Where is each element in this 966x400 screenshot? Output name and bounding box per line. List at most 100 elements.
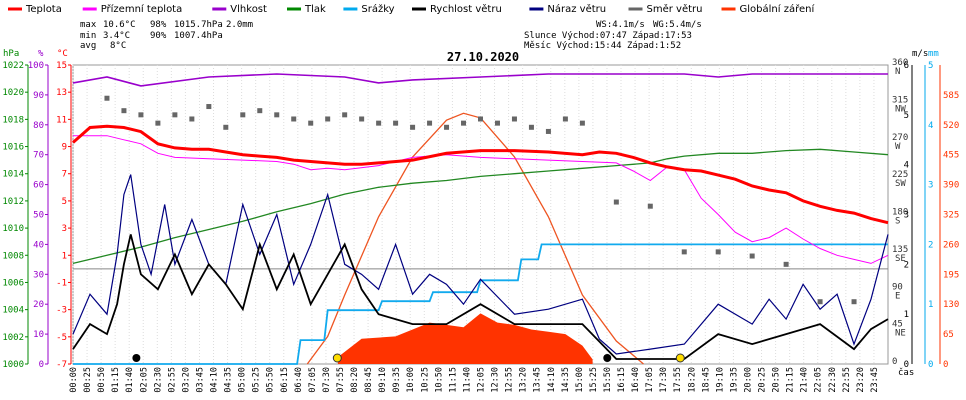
temp-tick-label-3: 9 — [62, 143, 67, 153]
x-tick-label-44: 18:20 — [687, 367, 697, 393]
x-tick-label-28: 11:40 — [462, 367, 472, 393]
x-tick-label-48: 20:00 — [743, 367, 753, 393]
wind-dir-point-26 — [545, 128, 551, 134]
wind-dir-point-0 — [104, 95, 110, 101]
x-tick-label-35: 14:35 — [561, 367, 571, 393]
x-tick-label-19: 07:55 — [336, 367, 346, 393]
wind-speed-line — [72, 234, 889, 360]
wind-tick-label-2: 4 — [904, 161, 909, 171]
x-tick-label-25: 10:25 — [420, 367, 430, 393]
wind-dir-point-27 — [562, 116, 568, 122]
x-tick-label-39: 16:15 — [617, 367, 627, 393]
x-tick-label-4: 01:40 — [125, 367, 135, 393]
wind-dir-point-3 — [155, 120, 161, 126]
wind-dir-point-17 — [393, 120, 399, 126]
x-tick-label-12: 05:00 — [238, 367, 248, 393]
x-tick-label-51: 21:15 — [786, 367, 796, 393]
x-tick-label-46: 19:10 — [715, 367, 725, 393]
wind-dir-point-15 — [359, 116, 365, 122]
legend-label-3: Tlak — [304, 4, 326, 15]
wind-dir-point-29 — [613, 199, 619, 205]
wind-dir-point-21 — [461, 120, 467, 126]
x-tick-label-36: 15:00 — [575, 367, 585, 393]
wind-dir-point-25 — [528, 124, 534, 130]
hum-tick-label-2: 80 — [33, 121, 44, 131]
sunrise-marker — [332, 353, 342, 363]
stat-max-rain: 2.0mm — [226, 20, 253, 30]
hpa-tick-label-7: 1008 — [2, 251, 24, 261]
axes: 00:00 00:25 00:50 01:15 01:40 02:05 02:30 02:55… — [2, 58, 959, 393]
x-tick-label-42: 17:30 — [659, 367, 669, 393]
sunset-marker — [675, 353, 685, 363]
x-tick-label-2: 00:50 — [97, 367, 107, 393]
x-tick-label-32: 13:20 — [519, 367, 529, 393]
wind-dir-point-31 — [681, 249, 687, 255]
hpa-tick-label-2: 1018 — [2, 115, 24, 125]
rain-tick-label-0: 5 — [928, 61, 933, 71]
hum-tick-label-3: 70 — [33, 151, 44, 161]
dir-name-label-1: NW — [895, 104, 906, 114]
x-tick-label-34: 14:10 — [547, 367, 557, 393]
dir-tick-label-0: 360 — [892, 58, 908, 68]
wind-dir-point-8 — [240, 112, 246, 118]
dir-name-label-3: SW — [895, 179, 906, 189]
x-tick-label-7: 02:55 — [167, 367, 177, 393]
x-tick-label-14: 05:50 — [266, 367, 276, 393]
temp-tick-label-8: -1 — [56, 278, 67, 288]
wind-dir-point-16 — [376, 120, 382, 126]
x-tick-label-27: 11:15 — [448, 367, 458, 393]
stat-avg-temp: 8°C — [110, 41, 126, 51]
x-tick-label-55: 22:55 — [842, 367, 852, 393]
plot-area — [72, 64, 889, 365]
x-tick-label-11: 04:35 — [224, 367, 234, 393]
temp-tick-label-10: -5 — [56, 333, 67, 343]
hum-tick-label-5: 50 — [33, 211, 44, 221]
x-tick-label-24: 10:00 — [406, 367, 416, 393]
dir-name-label-2: W — [895, 142, 901, 152]
wind-dir-point-35 — [817, 299, 823, 305]
wind-dir-point-7 — [223, 124, 229, 130]
stat-min-hum: 90% — [150, 31, 167, 41]
pressure-line — [72, 148, 889, 265]
legend-label-2: Vlhkost — [230, 4, 267, 15]
wind-dir-point-4 — [172, 112, 178, 118]
legend-label-6: Náraz větru — [547, 3, 606, 15]
x-tick-label-50: 20:50 — [772, 367, 782, 393]
hpa-tick-label-4: 1014 — [2, 170, 24, 180]
stats-block: max 10.6°C 98% 1015.7hPa 2.0mm min 3.4°C… — [80, 20, 253, 51]
wind-dir-point-33 — [749, 253, 755, 259]
legend-label-0: Teplota — [25, 4, 62, 15]
wind-dir-point-13 — [325, 116, 331, 122]
rain-tick-label-2: 3 — [928, 181, 933, 191]
radiation-area — [337, 313, 593, 364]
temp-tick-label-4: 7 — [62, 170, 67, 180]
hum-tick-label-6: 40 — [33, 240, 44, 250]
axis-label-x: čas — [898, 367, 914, 378]
moonrise-marker — [603, 354, 612, 362]
x-tick-label-52: 21:40 — [800, 367, 810, 393]
wind-dir-point-19 — [427, 120, 433, 126]
wind-dir-point-23 — [494, 120, 500, 126]
hpa-tick-label-9: 1004 — [2, 306, 24, 316]
hum-tick-label-9: 10 — [33, 330, 44, 340]
legend-label-4: Srážky — [361, 3, 394, 15]
x-tick-label-45: 18:45 — [701, 367, 711, 393]
x-tick-label-26: 10:50 — [434, 367, 444, 393]
x-tick-label-30: 12:30 — [491, 367, 501, 393]
legend-label-8: Globální záření — [740, 3, 816, 15]
hpa-tick-label-8: 1006 — [2, 278, 24, 288]
x-tick-label-3: 01:15 — [111, 367, 121, 393]
stat-max-hum: 98% — [150, 20, 167, 30]
wind-gust-line — [72, 174, 889, 355]
axis-label-wind: m/s — [912, 49, 928, 59]
temp-tick-label-11: -7 — [56, 360, 67, 370]
wind-tick-label-4: 2 — [904, 260, 909, 270]
chart-title: 27.10.2020 — [447, 50, 519, 64]
dir-name-label-6: E — [895, 291, 900, 301]
x-tick-label-56: 23:20 — [856, 367, 866, 393]
dir-tick-label-4: 180 — [892, 208, 908, 218]
x-tick-label-0: 00:00 — [69, 367, 79, 393]
wind-dir-point-11 — [291, 116, 297, 122]
x-tick-label-23: 09:35 — [392, 367, 402, 393]
